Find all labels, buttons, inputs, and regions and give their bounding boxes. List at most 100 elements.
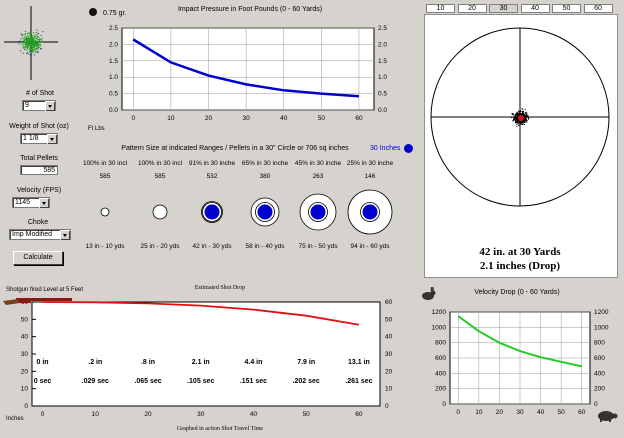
- target-pellet-dot: [520, 121, 522, 123]
- target-pellet-dot: [527, 118, 529, 120]
- target-pellet-dot: [522, 120, 524, 122]
- mini-pellet-dot: [27, 41, 29, 43]
- mini-pellet-dot: [28, 37, 30, 39]
- drop-ytick-right: 0: [385, 403, 389, 410]
- mini-pellet-dot: [37, 39, 39, 41]
- num-shot-select[interactable]: 9: [22, 100, 56, 111]
- mini-pellet-dot: [27, 35, 29, 36]
- mini-pellet-dot: [24, 38, 26, 40]
- mini-pellet-dot: [24, 41, 26, 43]
- mini-pellet-dot: [39, 47, 40, 49]
- target-circle: [430, 27, 610, 207]
- mini-pellet-dot: [39, 39, 40, 41]
- mini-pellet-dot: [37, 36, 39, 38]
- mini-pellet-dot: [33, 46, 35, 47]
- total-pellets-field[interactable]: 585: [20, 165, 58, 175]
- mini-pellet-dot: [36, 36, 38, 38]
- mini-pellet-dot: [25, 38, 27, 40]
- target-pellet-dot: [521, 122, 523, 123]
- target-pellet-dot: [512, 120, 514, 122]
- target-pellet-dot: [514, 117, 516, 119]
- drop-unit-label: Inches: [6, 416, 24, 422]
- mini-pellet-dot: [20, 43, 22, 45]
- mini-pellet-dot: [32, 46, 34, 48]
- target-pellet-dot: [517, 116, 518, 117]
- drop-inches-value: .2 in: [88, 359, 103, 366]
- target-result-line1: 42 in. at 30 Yards: [479, 246, 561, 258]
- drop-time-value: .151 sec: [239, 378, 268, 385]
- pattern-percent-label: 100% in 30 incl: [137, 160, 183, 167]
- target-pellet-dot: [518, 122, 519, 124]
- mini-pellet-dot: [33, 39, 35, 41]
- drop-xlabel: Graphed in action Shot Travel Time: [176, 426, 264, 432]
- range-button-30[interactable]: 30: [489, 4, 518, 13]
- mini-pellet-dot: [40, 45, 42, 47]
- drop-inches-value: 0 in: [36, 359, 49, 366]
- mini-pellet-dot: [23, 39, 25, 41]
- mini-pellet-dot: [37, 44, 39, 46]
- pattern-circle: [347, 189, 393, 235]
- mini-pellet-dot: [34, 42, 36, 43]
- pattern-circle: [201, 201, 223, 223]
- weight-select[interactable]: 1 1/8: [20, 133, 58, 144]
- target-pellet-dot: [517, 116, 519, 117]
- drop-ytick-left: 50: [21, 316, 29, 323]
- mini-pellet-dot: [36, 46, 38, 48]
- velocity-select[interactable]: 1145: [12, 197, 50, 208]
- drop-inches-value: 13.1 in: [348, 359, 370, 366]
- mini-pellet-dot: [35, 44, 37, 45]
- target-pellet-dot: [516, 114, 518, 116]
- mini-pellet-dot: [23, 42, 25, 44]
- target-pellet-dot: [516, 118, 518, 120]
- velocity-value: 1145: [15, 199, 31, 206]
- mini-pellet-dot: [35, 39, 36, 41]
- target-pellet-dot: [524, 117, 526, 118]
- impact-ytick-left: 1.5: [109, 58, 118, 65]
- drop-ytick-right: 20: [385, 368, 393, 375]
- mini-pellet-dot: [23, 46, 25, 48]
- mini-pellet-dot: [38, 40, 40, 42]
- calculate-button[interactable]: Calculate: [13, 251, 63, 265]
- pattern-count-label: 263: [312, 173, 324, 180]
- velocity-ytick-right: 0: [594, 401, 598, 408]
- pattern-circle: [299, 193, 337, 231]
- mini-pellet-dot: [34, 34, 36, 36]
- target-pellet-dot: [521, 108, 523, 110]
- drop-series-line: [42, 301, 360, 326]
- velocity-xtick: 60: [578, 409, 586, 416]
- mini-pellet-dot: [35, 42, 37, 44]
- mini-pellet-dot: [33, 54, 35, 56]
- target-pellet-dot: [522, 111, 524, 113]
- mini-pellet-dot: [23, 38, 25, 40]
- choke-select[interactable]: Imp Modified: [9, 229, 71, 240]
- pattern-outer-ring: [100, 207, 110, 217]
- range-button-60[interactable]: 60: [583, 4, 613, 13]
- range-button-20[interactable]: 20: [457, 4, 487, 13]
- mini-pellet-dot: [23, 47, 25, 49]
- range-button-50[interactable]: 50: [552, 4, 581, 13]
- shot-drop-chart: 001010202030304040505060600102030405060: [21, 299, 393, 418]
- drop-time-value: .261 sec: [345, 378, 373, 385]
- range-button-40[interactable]: 40: [520, 4, 550, 13]
- mini-pellet-dot: [26, 42, 28, 44]
- mini-pellet-dot: [23, 49, 25, 51]
- impact-ytick-right: 1.0: [378, 74, 387, 81]
- mini-pellet-dot: [30, 48, 32, 50]
- drop-ytick-right: 50: [385, 316, 393, 323]
- range-button-10[interactable]: 10: [426, 4, 455, 13]
- drop-ytick-right: 60: [385, 299, 393, 306]
- target-pellet-dot: [518, 112, 520, 114]
- velocity-ytick-right: 600: [594, 355, 605, 362]
- target-pellet-dot: [521, 123, 523, 125]
- chevron-down-icon: [39, 198, 49, 208]
- pattern-30in-disc: [362, 204, 378, 220]
- mini-pellet-dot: [39, 37, 41, 39]
- mini-pellet-dot: [30, 38, 32, 40]
- velocity-series-line: [457, 315, 583, 368]
- mini-pellet-dot: [29, 50, 31, 52]
- pattern-range-label: 75 in - 50 yds: [298, 243, 338, 250]
- mini-pellet-dot: [37, 33, 39, 35]
- target-pellet-dot: [513, 119, 515, 121]
- mini-pellet-dot: [37, 43, 39, 45]
- mini-pellet-dot: [31, 34, 33, 36]
